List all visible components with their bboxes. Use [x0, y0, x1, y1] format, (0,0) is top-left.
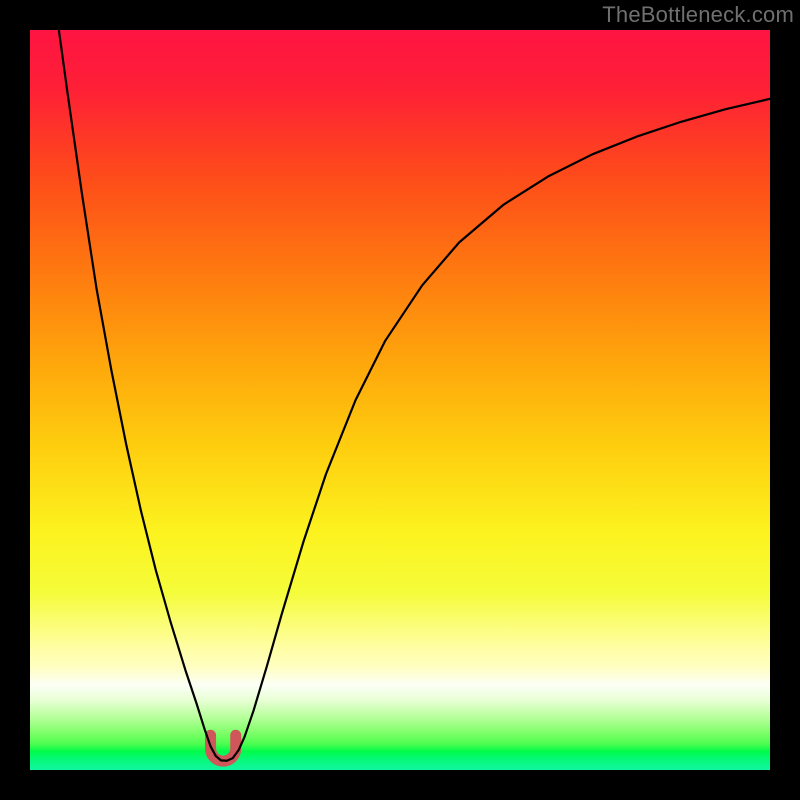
watermark-text: TheBottleneck.com: [602, 2, 794, 28]
chart-gradient-background: [30, 30, 770, 770]
chart-stage: TheBottleneck.com: [0, 0, 800, 800]
bottleneck-chart-svg: [0, 0, 800, 800]
